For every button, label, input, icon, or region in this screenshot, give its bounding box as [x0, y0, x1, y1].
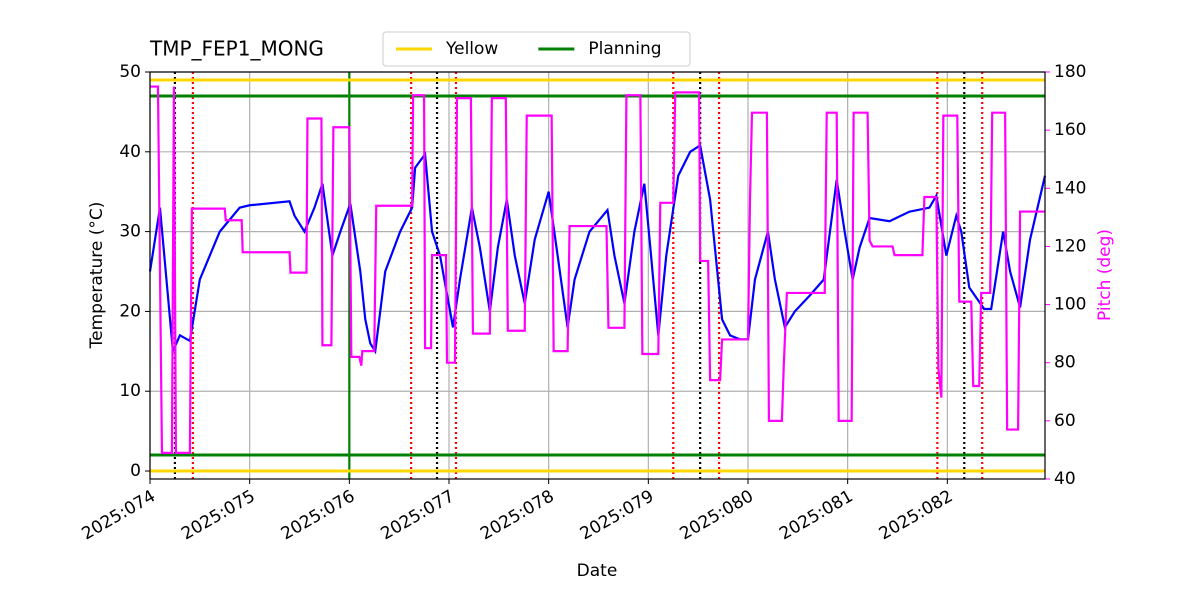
y2-tick-label: 160 — [1054, 120, 1086, 140]
legend-box — [382, 31, 691, 67]
data-line — [148, 143, 1047, 355]
y2-tick-label: 140 — [1054, 178, 1086, 198]
y-tick-label: 30 — [119, 222, 141, 242]
y-tick-label: 0 — [130, 461, 141, 481]
y2-tick-label: 120 — [1054, 236, 1086, 256]
legend-label: Yellow — [445, 39, 498, 59]
y-tick-label: 10 — [119, 381, 141, 401]
y-tick-label: 50 — [119, 62, 141, 82]
chart-title: TMP_FEP1_MONG — [149, 37, 324, 61]
x-axis-label: Date — [577, 561, 618, 581]
y2-tick-label: 180 — [1054, 62, 1086, 82]
y-axis-label: Temperature (°C) — [87, 202, 107, 350]
plot-frame — [149, 71, 1046, 480]
y2-tick-label: 100 — [1054, 295, 1086, 315]
legend-label: Planning — [588, 39, 661, 59]
y2-tick-label: 80 — [1054, 353, 1076, 373]
y2-tick-label: 60 — [1054, 411, 1076, 431]
y2-axis-label: Pitch (deg) — [1095, 229, 1115, 321]
y-tick-label: 20 — [119, 301, 141, 321]
y2-tick-label: 40 — [1054, 469, 1076, 489]
y-tick-label: 40 — [119, 142, 141, 162]
data-line — [150, 85, 1045, 454]
